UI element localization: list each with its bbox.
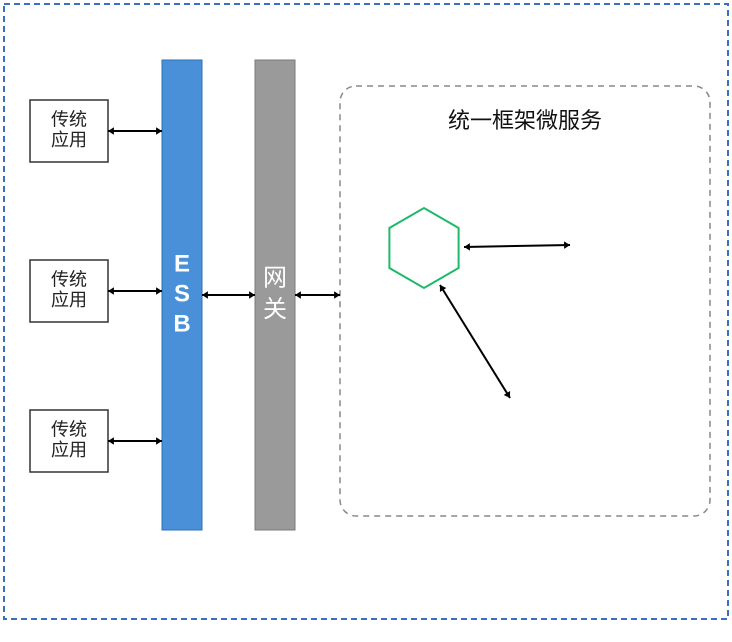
legacy-app-label: 应用 bbox=[51, 440, 87, 460]
microservice-frame bbox=[340, 86, 710, 516]
esb-label: S bbox=[174, 280, 190, 307]
gateway-label: 关 bbox=[263, 296, 287, 323]
legacy-app-label: 传统 bbox=[51, 269, 87, 289]
legacy-app-label: 传统 bbox=[51, 419, 87, 439]
legacy-app-label: 应用 bbox=[51, 130, 87, 150]
esb-label: E bbox=[174, 250, 190, 277]
legacy-app-box: 传统应用 bbox=[30, 100, 108, 162]
legacy-app-label: 应用 bbox=[51, 290, 87, 310]
esb-label: B bbox=[173, 310, 190, 337]
legacy-app-label: 传统 bbox=[51, 109, 87, 129]
esb-bar: ESB bbox=[162, 60, 202, 530]
legacy-app-box: 传统应用 bbox=[30, 410, 108, 472]
gateway-label: 网 bbox=[263, 265, 287, 292]
microservice-frame-title: 统一框架微服务 bbox=[448, 108, 602, 133]
legacy-app-box: 传统应用 bbox=[30, 260, 108, 322]
outer-frame bbox=[4, 4, 728, 619]
gateway-bar: 网关 bbox=[255, 60, 295, 530]
